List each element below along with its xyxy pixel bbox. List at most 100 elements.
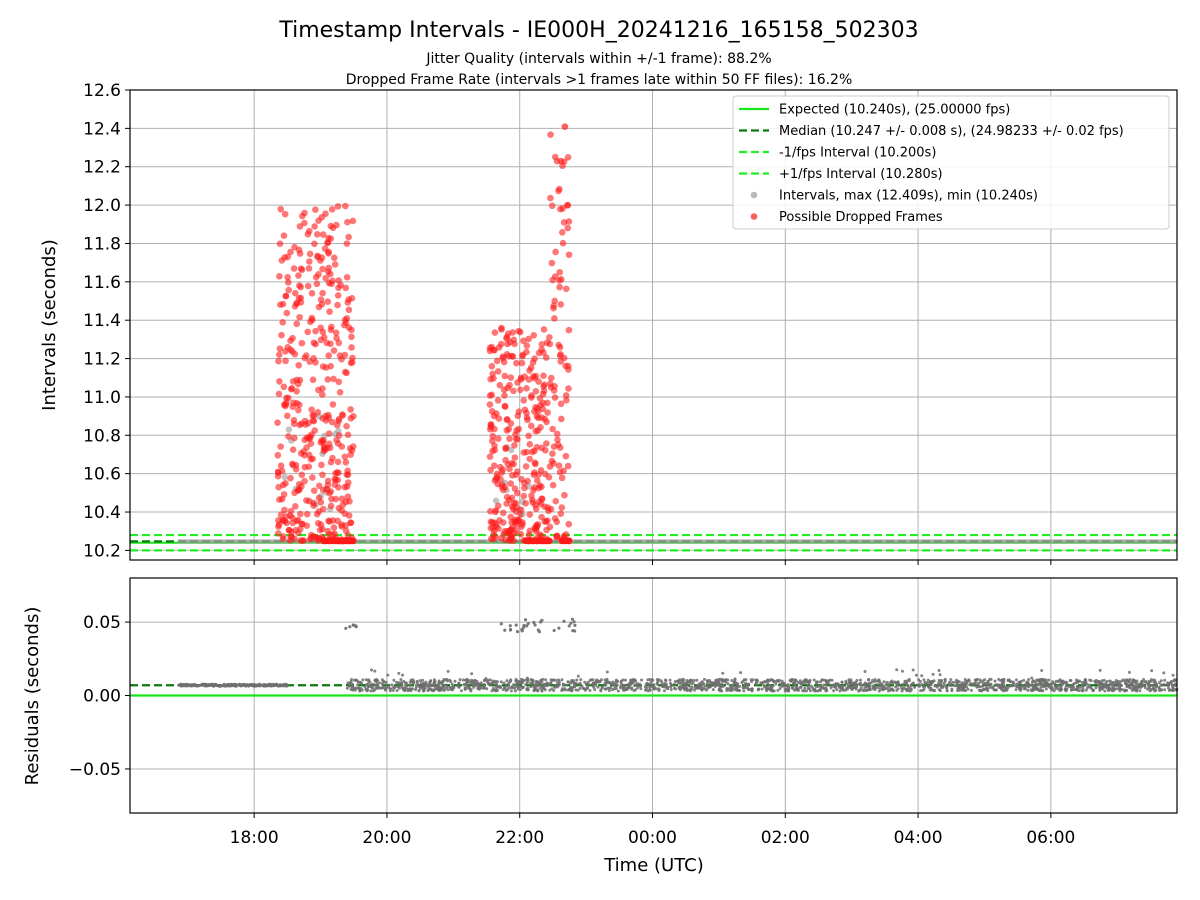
residual-point: [664, 679, 668, 683]
dropped-frame-point: [317, 324, 325, 332]
residual-point: [896, 680, 900, 684]
dropped-frame-point: [490, 412, 498, 420]
residual-point: [211, 682, 215, 686]
residual-point: [487, 682, 491, 686]
residual-point: [587, 683, 591, 687]
intervals-y-tick-label: 11.8: [83, 234, 121, 254]
dropped-frame-point: [556, 352, 564, 360]
dropped-frame-point: [330, 375, 337, 383]
dropped-frame-point: [519, 521, 526, 528]
dropped-frame-point: [488, 437, 496, 445]
residual-outlier-point: [557, 626, 561, 630]
residual-point: [778, 686, 782, 690]
residual-point: [438, 681, 442, 685]
interval-point: [285, 426, 293, 433]
residual-point: [812, 678, 816, 682]
residual-point: [719, 684, 723, 688]
residual-point: [1044, 687, 1048, 691]
residual-point: [974, 678, 978, 682]
residual-point: [394, 680, 398, 684]
dropped-frame-point: [308, 314, 316, 322]
residual-point: [603, 687, 607, 691]
residual-point: [1135, 688, 1139, 692]
residual-outlier-point: [567, 624, 571, 628]
residual-point: [871, 685, 875, 689]
residual-point: [864, 684, 868, 688]
residual-point: [895, 688, 899, 692]
residual-point: [442, 689, 446, 693]
dropped-frame-point: [297, 510, 304, 518]
dropped-frame-point: [309, 412, 317, 419]
residual-point: [954, 678, 958, 682]
residual-point: [1004, 688, 1008, 692]
dropped-frame-point: [298, 339, 306, 347]
residual-point: [801, 681, 805, 685]
residual-point: [979, 680, 983, 684]
dropped-frame-point: [326, 270, 334, 278]
residual-point: [399, 677, 403, 681]
residual-point: [682, 685, 686, 689]
residual-point: [732, 680, 736, 684]
residual-point: [614, 680, 618, 684]
residual-point: [1050, 686, 1054, 690]
residual-point: [525, 676, 529, 680]
dropped-frame-point: [287, 385, 295, 393]
residual-point: [977, 681, 981, 685]
residual-point: [791, 687, 795, 691]
residual-point: [414, 683, 418, 687]
dropped-frame-point: [306, 358, 314, 365]
residual-point: [470, 680, 474, 684]
dropped-frame-point: [315, 494, 323, 502]
dropped-frame-point: [493, 357, 501, 365]
residual-point: [824, 689, 828, 693]
intervals-panel: 10.2 10.4 10.6 10.8 11.0 11.2 11.4 11.6 11.8 12.0…: [39, 81, 1178, 565]
dropped-frame-point: [556, 185, 563, 193]
residuals-y-tick-label: 0.00: [83, 687, 121, 707]
residual-point: [985, 683, 989, 687]
residual-point: [529, 685, 533, 689]
dropped-frame-point: [329, 401, 337, 408]
dropped-frame-point: [522, 463, 530, 470]
residual-point: [1105, 686, 1109, 690]
residual-outlier-point: [503, 628, 507, 632]
dropped-frame-point: [275, 521, 283, 528]
dropped-frame-point: [308, 290, 316, 297]
dropped-frame-point: [335, 415, 343, 423]
residual-point: [619, 684, 623, 688]
chart-title: Timestamp Intervals - IE000H_20241216_16…: [278, 18, 918, 43]
residual-point: [370, 682, 374, 686]
dropped-frame-point: [345, 296, 353, 303]
residual-point: [457, 681, 461, 685]
residual-point: [1103, 689, 1107, 693]
dropped-frame-point: [553, 430, 561, 438]
residual-point: [1014, 688, 1018, 692]
residual-point: [1064, 684, 1068, 688]
dropped-frame-point: [507, 420, 515, 427]
residual-point: [348, 684, 352, 688]
residual-point: [567, 688, 571, 692]
dropped-frame-point: [520, 479, 528, 487]
residual-point: [1002, 680, 1006, 684]
residual-point: [744, 686, 748, 690]
residual-point: [779, 682, 783, 686]
residual-point: [616, 689, 620, 693]
residual-point: [922, 687, 926, 691]
intervals-y-tick-label: 12.2: [83, 158, 121, 178]
residual-point: [414, 686, 418, 690]
residual-point: [888, 681, 892, 685]
dropped-frame-point: [498, 326, 505, 333]
residual-point: [415, 681, 419, 685]
dropped-frame-point: [311, 223, 318, 230]
residual-point: [391, 688, 395, 692]
residual-point: [802, 689, 806, 693]
dropped-frame-point: [510, 387, 517, 395]
dropped-frame-point: [347, 414, 355, 422]
residual-point: [962, 682, 966, 686]
residual-point: [1000, 684, 1004, 688]
residual-point: [761, 680, 765, 684]
residual-point: [721, 671, 725, 675]
residual-point: [529, 681, 533, 685]
dropped-frame-point: [325, 279, 333, 287]
residual-point: [381, 686, 385, 690]
residual-point: [822, 683, 826, 687]
